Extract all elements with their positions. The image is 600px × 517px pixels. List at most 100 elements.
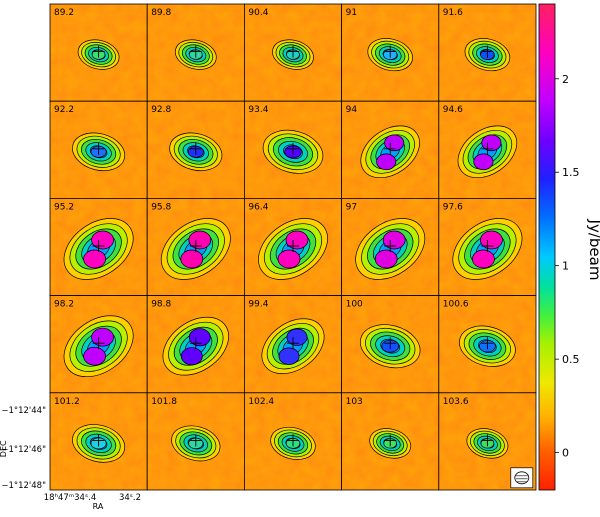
position-cross: [287, 434, 299, 447]
channel-panels: [49, 3, 537, 491]
panel-velocity-label: 92.8: [151, 105, 171, 115]
panel-velocity-label: 96.4: [248, 202, 268, 212]
emission-peak: [278, 347, 300, 365]
emission-peak: [91, 230, 114, 250]
emission-peak: [480, 230, 503, 250]
panel-velocity-label: 103: [346, 397, 363, 407]
position-cross: [189, 337, 202, 350]
beam-hatch: [515, 475, 528, 483]
channel-panel: [438, 295, 537, 394]
colorbar-tick-label: 0.5: [562, 353, 580, 366]
panel-velocity-label: 90.4: [248, 8, 268, 18]
emission-peak: [91, 327, 114, 347]
position-cross: [481, 240, 494, 252]
position-cross: [384, 434, 397, 447]
channel-panel: [243, 295, 342, 394]
emission-peak: [83, 249, 106, 269]
channel-panel: [341, 392, 440, 491]
panel-velocity-label: 99.4: [248, 300, 268, 310]
channel-panel: [49, 197, 148, 296]
channel-panel: [49, 3, 148, 102]
panel-velocity-label: 101.2: [54, 397, 80, 407]
emission-peak: [376, 153, 397, 171]
axes: −1°12'44" −1°12'46" −1°12'48" DEC 18ʰ47ᵐ34ˢ.…: [0, 406, 141, 511]
channel-panel: [146, 3, 245, 102]
panel-velocity-label: 95.8: [151, 202, 171, 212]
colorbar-tick-label: 1: [562, 260, 569, 273]
position-cross: [481, 142, 494, 155]
panel-velocity-label: 97.6: [443, 202, 463, 212]
position-cross: [287, 337, 299, 350]
panel-velocity-label: 93.4: [248, 105, 268, 115]
position-cross: [287, 142, 299, 155]
panel-velocity-label: 100: [346, 300, 363, 310]
panel-velocity-label: 98.8: [151, 300, 171, 310]
colorbar-scale: [538, 3, 556, 491]
emission-peak: [473, 153, 494, 171]
channel-panel: [243, 392, 342, 491]
channel-panel: [341, 295, 440, 394]
position-cross: [384, 240, 397, 252]
position-cross: [481, 337, 494, 350]
panel-velocity-label: 94: [346, 105, 358, 115]
channel-panel: [146, 392, 245, 491]
dec-tick-label: −1°12'48": [1, 481, 46, 491]
position-cross: [92, 142, 105, 155]
emission-peak: [188, 230, 212, 250]
position-cross: [189, 142, 202, 155]
dec-tick-label: −1°12'46": [1, 445, 46, 455]
channel-panel: [49, 100, 148, 199]
channel-panel: [49, 295, 148, 394]
panel-velocity-label: 97: [346, 202, 357, 212]
panel-labels: 89.2 89.8 90.4 91 91.6 92.2 92.8 93.4 94 94.6 95.2…: [54, 8, 469, 407]
emission-peak: [286, 328, 308, 346]
dec-tick-label: −1°12'44": [1, 406, 46, 416]
emission-peak: [83, 346, 106, 366]
colorbar: 2 1.5 1 0.5 0 Jy/beam: [538, 3, 600, 491]
position-cross: [92, 434, 105, 447]
panel-velocity-label: 103.6: [443, 397, 469, 407]
panel-velocity-label: 100.6: [443, 300, 469, 310]
channel-panel: [243, 3, 342, 102]
position-cross: [384, 45, 397, 58]
channel-panel: [438, 197, 537, 296]
channel-panel: [341, 197, 440, 296]
position-cross: [189, 240, 202, 252]
position-cross: [92, 240, 105, 252]
position-cross: [481, 45, 494, 58]
position-cross: [287, 240, 299, 252]
panel-velocity-label: 102.4: [248, 397, 274, 407]
dec-axis-label: DEC: [0, 440, 8, 457]
panel-velocity-label: 91.6: [443, 8, 463, 18]
position-cross: [189, 45, 202, 58]
position-cross: [384, 337, 397, 350]
ra-tick-label: 34ˢ.2: [119, 493, 141, 503]
panel-velocity-label: 101.8: [151, 397, 177, 407]
emission-peak: [384, 134, 405, 152]
emission-peak: [180, 347, 203, 366]
colorbar-tick-label: 0: [562, 447, 569, 460]
position-cross: [92, 45, 105, 58]
emission-peak: [285, 230, 309, 250]
channel-panel: [146, 197, 245, 296]
panel-velocity-label: 95.2: [54, 202, 74, 212]
panel-velocity-label: 91: [346, 8, 357, 18]
emission-peak: [180, 249, 204, 269]
beam-icon: [514, 471, 530, 485]
position-cross: [92, 337, 105, 350]
colorbar-tick-label: 1.5: [562, 166, 580, 179]
emission-peak: [472, 249, 495, 269]
channel-panel: [243, 197, 342, 296]
channel-panel: [438, 392, 537, 491]
panel-velocity-label: 94.6: [443, 105, 463, 115]
channel-panel: [146, 295, 245, 394]
panel-velocity-label: 92.2: [54, 105, 74, 115]
emission-peak: [382, 230, 406, 250]
channel-panel: [438, 100, 537, 199]
position-cross: [189, 434, 202, 447]
position-cross: [287, 45, 299, 58]
emission-peak: [188, 328, 211, 347]
panel-velocity-label: 89.8: [151, 8, 171, 18]
emission-peak: [481, 134, 502, 152]
